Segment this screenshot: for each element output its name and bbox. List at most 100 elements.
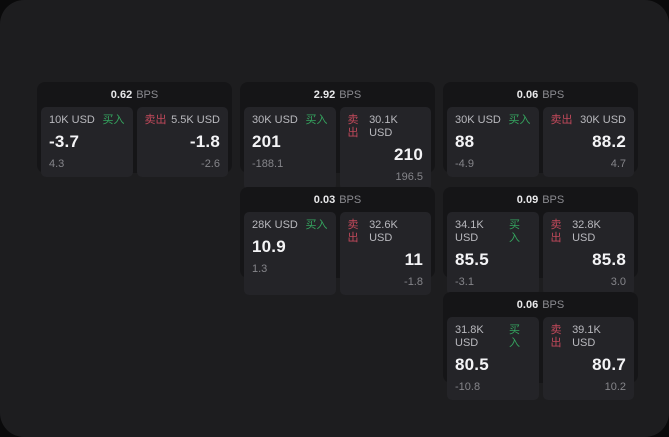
bps-value: 0.09 xyxy=(516,193,539,206)
sell-panel-top: 卖出 39.1K USD xyxy=(551,324,627,350)
buy-size: 34.1K USD xyxy=(455,219,484,244)
buy-price: -3.7 xyxy=(49,132,80,151)
quote-card: 2.92 BPS 30K USD 买入 201 -188.1 卖出 30.1K … xyxy=(240,82,435,190)
bps-unit-label: BPS xyxy=(339,193,362,206)
bps-value: 0.06 xyxy=(516,88,539,101)
bps-unit-label: BPS xyxy=(542,193,565,206)
bps-unit-label: BPS xyxy=(542,88,565,101)
buy-size: 31.8K USD xyxy=(455,324,484,349)
bps-unit-label: BPS xyxy=(339,88,362,101)
sell-price: 11 xyxy=(404,250,423,269)
buy-delta: -3.1 xyxy=(455,276,474,288)
sell-delta: 3.0 xyxy=(610,276,626,288)
card-header: 0.09 BPS xyxy=(443,187,638,212)
buy-side-label: 买入 xyxy=(508,219,520,244)
sell-panel-top: 卖出 30.1K USD xyxy=(348,114,424,140)
quote-panels: 30K USD 买入 88 -4.9 卖出 30K USD 88.2 4.7 xyxy=(443,107,638,181)
quote-panels: 34.1K USD 买入 85.5 -3.1 卖出 32.8K USD 85.8… xyxy=(443,212,638,299)
sell-size: 32.6K USD xyxy=(369,219,398,244)
card-header: 0.06 BPS xyxy=(443,292,638,317)
sell-delta: -1.8 xyxy=(404,276,423,288)
sell-panel-top: 卖出 32.6K USD xyxy=(348,219,424,245)
bps-value: 2.92 xyxy=(313,88,336,101)
sell-size: 30.1K USD xyxy=(369,114,398,139)
sell-panel[interactable]: 卖出 39.1K USD 80.7 10.2 xyxy=(542,317,634,400)
quote-card: 0.09 BPS 34.1K USD 买入 85.5 -3.1 卖出 32.8K… xyxy=(443,187,638,295)
sell-delta: 4.7 xyxy=(610,158,626,170)
card-header: 0.03 BPS xyxy=(240,187,435,212)
bps-unit-label: BPS xyxy=(542,298,565,311)
buy-panel[interactable]: 10K USD 买入 -3.7 4.3 xyxy=(41,107,133,177)
buy-delta: -10.8 xyxy=(455,381,481,393)
quote-card: 0.06 BPS 31.8K USD 买入 80.5 -10.8 卖出 39.1… xyxy=(443,292,638,400)
buy-price: 85.5 xyxy=(455,250,489,269)
sell-panel-top: 卖出 5.5K USD xyxy=(145,114,221,127)
buy-panel[interactable]: 34.1K USD 买入 85.5 -3.1 xyxy=(447,212,539,295)
buy-delta: -188.1 xyxy=(252,158,284,170)
sell-price: 210 xyxy=(394,145,423,164)
sell-panel[interactable]: 卖出 32.6K USD 11 -1.8 xyxy=(339,212,431,295)
buy-price: 88 xyxy=(455,132,475,151)
quote-card: 0.06 BPS 30K USD 买入 88 -4.9 卖出 30K USD xyxy=(443,82,638,177)
buy-side-label: 买入 xyxy=(508,114,531,126)
bps-value: 0.62 xyxy=(110,88,133,101)
buy-side-label: 买入 xyxy=(305,219,328,231)
sell-panel[interactable]: 卖出 30.1K USD 210 196.5 xyxy=(339,107,431,190)
card-header: 0.06 BPS xyxy=(443,82,638,107)
sell-side-label: 卖出 xyxy=(550,114,573,126)
buy-size: 28K USD xyxy=(252,219,298,231)
buy-delta: 1.3 xyxy=(252,263,268,275)
buy-panel-top: 30K USD 买入 xyxy=(252,114,328,127)
sell-panel[interactable]: 卖出 30K USD 88.2 4.7 xyxy=(542,107,634,177)
sell-size: 30K USD xyxy=(580,114,626,126)
buy-price: 80.5 xyxy=(455,355,489,374)
quote-panels: 31.8K USD 买入 80.5 -10.8 卖出 39.1K USD 80.… xyxy=(443,317,638,404)
sell-size: 39.1K USD xyxy=(572,324,601,349)
sell-delta: 10.2 xyxy=(604,381,626,393)
sell-side-label: 卖出 xyxy=(550,324,562,349)
sell-size: 32.8K USD xyxy=(572,219,601,244)
sell-side-label: 卖出 xyxy=(144,114,167,126)
sell-price: 88.2 xyxy=(592,132,626,151)
bps-value: 0.03 xyxy=(313,193,336,206)
sell-delta: -2.6 xyxy=(201,158,220,170)
buy-side-label: 买入 xyxy=(508,324,520,349)
quote-panels: 10K USD 买入 -3.7 4.3 卖出 5.5K USD -1.8 -2.… xyxy=(37,107,232,181)
buy-size: 30K USD xyxy=(252,114,298,126)
buy-size: 10K USD xyxy=(49,114,95,126)
sell-price: 85.8 xyxy=(592,250,626,269)
buy-panel[interactable]: 30K USD 买入 201 -188.1 xyxy=(244,107,336,190)
sell-size: 5.5K USD xyxy=(171,114,220,126)
buy-size: 30K USD xyxy=(455,114,501,126)
sell-price: 80.7 xyxy=(592,355,626,374)
card-header: 0.62 BPS xyxy=(37,82,232,107)
buy-panel-top: 10K USD 买入 xyxy=(49,114,125,127)
sell-panel-top: 卖出 32.8K USD xyxy=(551,219,627,245)
sell-side-label: 卖出 xyxy=(347,114,359,139)
bps-value: 0.06 xyxy=(516,298,539,311)
buy-delta: 4.3 xyxy=(49,158,65,170)
buy-side-label: 买入 xyxy=(305,114,328,126)
sell-side-label: 卖出 xyxy=(347,219,359,244)
buy-price: 201 xyxy=(252,132,281,151)
buy-panel[interactable]: 30K USD 买入 88 -4.9 xyxy=(447,107,539,177)
quote-card: 0.62 BPS 10K USD 买入 -3.7 4.3 卖出 5.5K USD xyxy=(37,82,232,177)
buy-delta: -4.9 xyxy=(455,158,474,170)
buy-panel[interactable]: 28K USD 买入 10.9 1.3 xyxy=(244,212,336,295)
sell-side-label: 卖出 xyxy=(550,219,562,244)
quote-card-grid: 0.62 BPS 10K USD 买入 -3.7 4.3 卖出 5.5K USD xyxy=(37,82,638,400)
quote-panels: 28K USD 买入 10.9 1.3 卖出 32.6K USD 11 -1.8 xyxy=(240,212,435,299)
sell-panel-top: 卖出 30K USD xyxy=(551,114,627,127)
buy-panel[interactable]: 31.8K USD 买入 80.5 -10.8 xyxy=(447,317,539,400)
sell-panel[interactable]: 卖出 32.8K USD 85.8 3.0 xyxy=(542,212,634,295)
buy-panel-top: 31.8K USD 买入 xyxy=(455,324,531,350)
quote-panels: 30K USD 买入 201 -188.1 卖出 30.1K USD 210 1… xyxy=(240,107,435,194)
sell-delta: 196.5 xyxy=(395,171,423,183)
sell-price: -1.8 xyxy=(189,132,220,151)
sell-panel[interactable]: 卖出 5.5K USD -1.8 -2.6 xyxy=(136,107,228,177)
quote-card: 0.03 BPS 28K USD 买入 10.9 1.3 卖出 32.6K US… xyxy=(240,187,435,295)
card-header: 2.92 BPS xyxy=(240,82,435,107)
buy-price: 10.9 xyxy=(252,237,286,256)
buy-side-label: 买入 xyxy=(102,114,125,126)
